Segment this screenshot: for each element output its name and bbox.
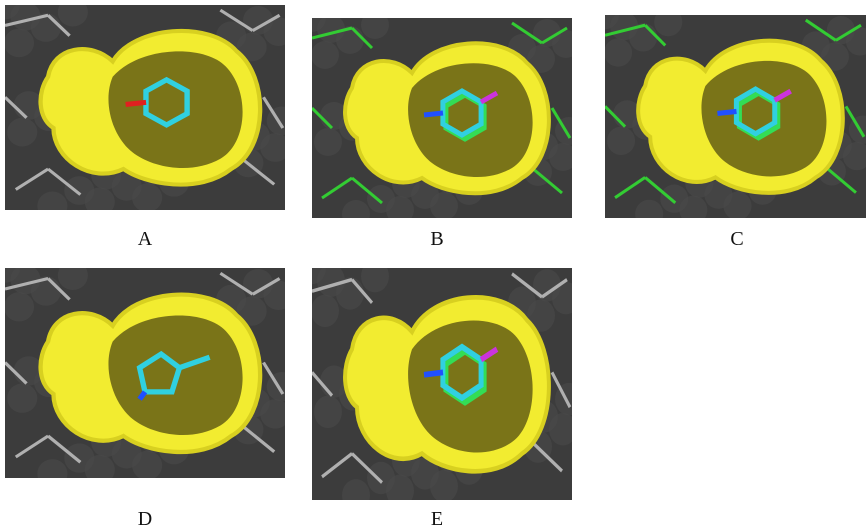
ligand-bond xyxy=(126,102,146,104)
panel-label: B xyxy=(430,228,443,251)
surface-dot xyxy=(5,29,34,58)
surface-dot xyxy=(7,118,37,147)
panel-image xyxy=(605,15,866,218)
panel-label: C xyxy=(730,228,743,251)
surface-dot xyxy=(605,38,632,66)
surface-dot xyxy=(314,128,342,156)
panel-label: A xyxy=(138,228,152,251)
panel-image xyxy=(312,18,572,218)
figure: A B C D E xyxy=(0,0,867,532)
surface-dot xyxy=(314,396,342,428)
panel-image xyxy=(5,5,285,210)
surface-dot xyxy=(7,384,37,413)
panel-image xyxy=(5,268,285,478)
panel-image xyxy=(312,268,572,500)
ligand-bond xyxy=(424,113,443,115)
ligand-bond xyxy=(424,372,443,374)
ligand-bond xyxy=(717,111,736,113)
surface-dot xyxy=(5,292,34,321)
panel-label: E xyxy=(431,508,443,531)
surface-dot xyxy=(312,41,339,69)
panel-label: D xyxy=(138,508,152,531)
surface-dot xyxy=(607,127,635,155)
surface-dot xyxy=(312,295,339,327)
